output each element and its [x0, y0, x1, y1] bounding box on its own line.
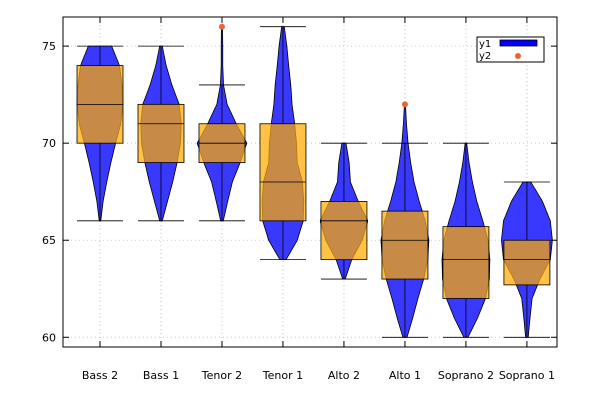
x-tick-label-2: Tenor 2: [201, 369, 242, 382]
x-tick-label-4: Alto 2: [328, 369, 360, 382]
box-1: [137, 103, 185, 163]
box-7: [503, 239, 551, 286]
x-tick-label-3: Tenor 1: [262, 369, 303, 382]
y-tick-label-70: 70: [42, 137, 56, 150]
outlier-2-0: [218, 23, 225, 30]
legend-label-y2: y2: [479, 51, 491, 62]
boxes: [76, 26, 551, 338]
box-5: [381, 210, 429, 280]
legend-marker-y2: [515, 53, 521, 59]
box-3: [259, 123, 307, 222]
y-tick-label-65: 65: [42, 234, 56, 247]
x-tick-label-6: Soprano 2: [438, 369, 494, 382]
x-tick-label-0: Bass 2: [82, 369, 118, 382]
x-tick-label-5: Alto 1: [389, 369, 421, 382]
legend: y1 y2: [476, 36, 545, 63]
box-6: [442, 226, 490, 299]
legend-swatch-y1: [499, 39, 538, 47]
y-tick-label-75: 75: [42, 40, 56, 53]
legend-label-y1: y1: [479, 39, 491, 50]
box-4: [320, 201, 368, 261]
plot-frame: [62, 16, 558, 348]
y-tick-label-60: 60: [42, 331, 56, 344]
outlier-5-0: [401, 101, 408, 108]
outliers: [218, 23, 408, 108]
x-tick-label-7: Soprano 1: [499, 369, 555, 382]
x-tick-label-1: Bass 1: [143, 369, 179, 382]
axes: 60 65 70 75 Bass 2 Bass 1 Tenor 2 Tenor 1 Alto 2…: [42, 17, 557, 382]
